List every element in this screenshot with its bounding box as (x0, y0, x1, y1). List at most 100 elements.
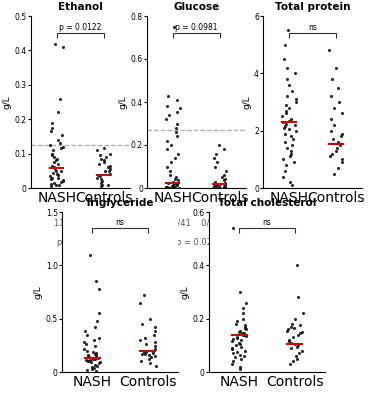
Point (146, 356, 152, 362)
Point (288, 345, 294, 351)
Point (92, 351, 98, 357)
Point (294, 344, 300, 350)
Text: p = 0.0028: p = 0.0028 (57, 238, 104, 247)
Point (334, 145, 340, 151)
Point (331, 104, 337, 111)
Point (164, 180, 171, 186)
Point (281, 168, 288, 174)
Point (241, 348, 248, 354)
Point (289, 87, 295, 94)
Text: 11/41    0/24: 11/41 0/24 (54, 219, 107, 228)
Point (293, 99, 299, 105)
Point (82, 341, 89, 348)
Point (339, 156, 345, 162)
Point (336, 99, 342, 105)
Point (52, 166, 58, 172)
Point (214, 159, 220, 166)
Point (286, 104, 292, 111)
Point (91, 364, 97, 371)
Point (60, 178, 67, 184)
Point (337, 142, 344, 148)
Text: p = 0.028: p = 0.028 (176, 238, 217, 247)
Point (228, 345, 235, 351)
Point (238, 344, 244, 350)
Point (49, 175, 55, 182)
Point (283, 76, 289, 82)
Point (292, 70, 298, 76)
Point (221, 184, 228, 190)
Point (54, 156, 60, 162)
Point (326, 47, 332, 54)
Point (96, 335, 102, 341)
Point (175, 177, 182, 184)
Point (284, 145, 290, 151)
Point (237, 366, 243, 372)
Point (141, 292, 147, 298)
Point (335, 84, 341, 91)
Y-axis label: g/L: g/L (181, 285, 190, 299)
Point (103, 154, 109, 160)
Point (81, 345, 87, 352)
Point (338, 133, 344, 140)
Point (288, 150, 294, 157)
Point (286, 82, 292, 88)
Title: Total protein: Total protein (275, 2, 350, 12)
Y-axis label: g/L: g/L (3, 95, 12, 109)
Point (84, 332, 90, 338)
Point (241, 329, 247, 336)
Point (299, 329, 305, 335)
Text: 7/41    0/24: 7/41 0/24 (173, 219, 220, 228)
Point (86, 353, 92, 360)
Point (289, 321, 295, 327)
Point (92, 354, 98, 361)
Point (233, 342, 239, 348)
Point (164, 163, 170, 170)
Point (150, 350, 156, 356)
Point (87, 359, 94, 366)
Point (243, 333, 249, 339)
Point (327, 153, 333, 160)
Point (281, 125, 287, 131)
Point (167, 172, 173, 178)
Point (173, 125, 179, 131)
Point (94, 362, 100, 369)
Point (170, 182, 176, 189)
Text: ns: ns (116, 218, 124, 227)
Point (292, 316, 298, 322)
Point (282, 130, 288, 137)
Point (152, 339, 158, 345)
Point (281, 56, 287, 62)
Point (166, 112, 172, 118)
Point (48, 128, 54, 134)
Point (288, 133, 295, 140)
Point (283, 102, 289, 108)
Point (51, 154, 57, 160)
Point (51, 180, 57, 186)
Point (174, 97, 180, 103)
Point (236, 289, 243, 295)
Point (335, 165, 341, 171)
Point (236, 340, 242, 346)
Point (168, 159, 174, 166)
Point (146, 360, 152, 367)
Point (223, 182, 229, 188)
Point (284, 64, 290, 71)
Point (99, 182, 105, 188)
Point (173, 174, 179, 180)
Point (170, 183, 176, 189)
Point (94, 318, 100, 324)
Point (82, 328, 89, 335)
Point (98, 180, 104, 186)
Point (93, 354, 99, 360)
Point (288, 324, 294, 330)
Point (288, 148, 294, 154)
Point (55, 137, 61, 143)
Point (333, 64, 339, 71)
Point (213, 150, 219, 157)
Point (82, 356, 89, 363)
Point (240, 316, 246, 322)
Point (290, 358, 296, 364)
Point (49, 162, 55, 169)
Point (237, 352, 243, 358)
Point (87, 357, 93, 364)
